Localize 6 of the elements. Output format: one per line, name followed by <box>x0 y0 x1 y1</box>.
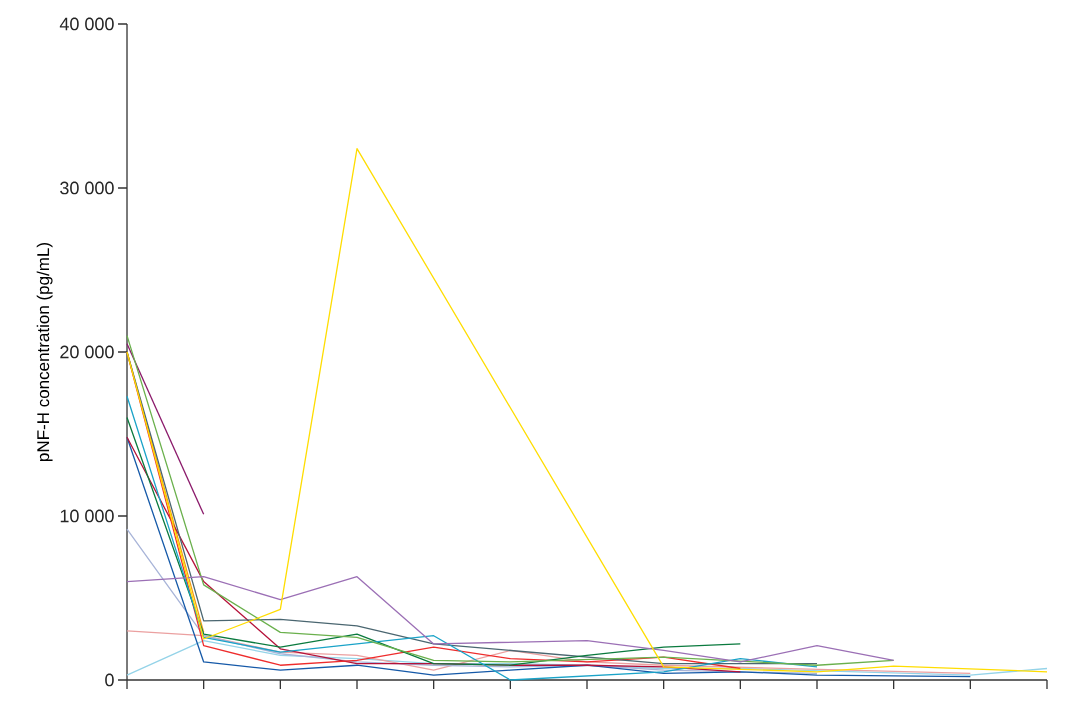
y-axis-title: pNF-H concentration (pg/mL) <box>36 243 53 461</box>
y-tick-label: 30 000 <box>60 181 114 195</box>
y-tick-label: 20 000 <box>60 345 114 359</box>
y-tick-label: 40 000 <box>59 17 114 31</box>
y-tick-label: 10 000 <box>60 509 114 523</box>
y-tick-label: 0 <box>105 673 114 687</box>
